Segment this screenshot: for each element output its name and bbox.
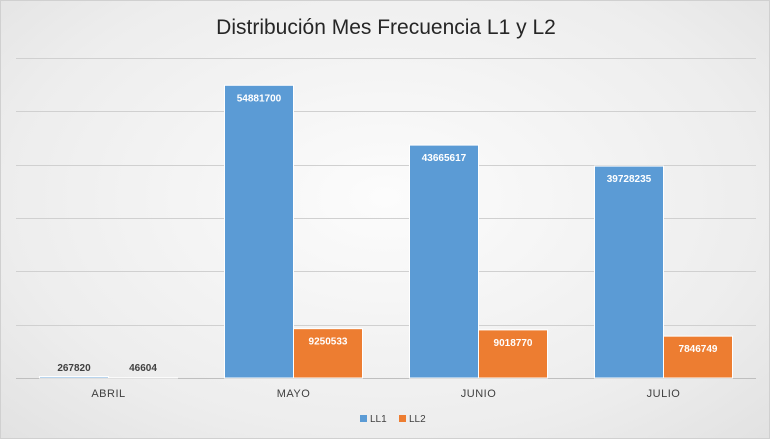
data-label: 7846749	[679, 344, 718, 355]
data-label: 54881700	[237, 93, 282, 104]
bar-ll1-mayo	[225, 85, 294, 378]
data-label: 43665617	[422, 153, 467, 164]
chart-title: Distribución Mes Frecuencia L1 y L2	[216, 16, 556, 39]
bar-ll2-julio	[664, 336, 733, 378]
x-tick-label: ABRIL	[91, 388, 125, 400]
legend: LL1 LL2	[360, 414, 426, 425]
bar-ll1-abril	[40, 377, 109, 378]
legend-label-ll1: LL1	[370, 414, 387, 425]
x-tick-label: MAYO	[277, 388, 311, 400]
legend-swatch-ll2	[399, 415, 406, 422]
x-axis-ticks: ABRIL MAYO JUNIO JULIO	[91, 388, 680, 400]
data-label: 267820	[57, 363, 91, 374]
bars	[40, 85, 733, 378]
data-label: 39728235	[607, 174, 652, 185]
bar-ll1-julio	[595, 166, 664, 378]
x-tick-label: JULIO	[647, 388, 681, 400]
x-tick-label: JUNIO	[461, 388, 497, 400]
legend-label-ll2: LL2	[409, 414, 426, 425]
data-label: 46604	[129, 363, 157, 374]
legend-swatch-ll1	[360, 415, 367, 422]
data-label: 9018770	[494, 338, 533, 349]
data-label: 9250533	[309, 337, 348, 348]
bar-ll1-junio	[410, 145, 479, 378]
